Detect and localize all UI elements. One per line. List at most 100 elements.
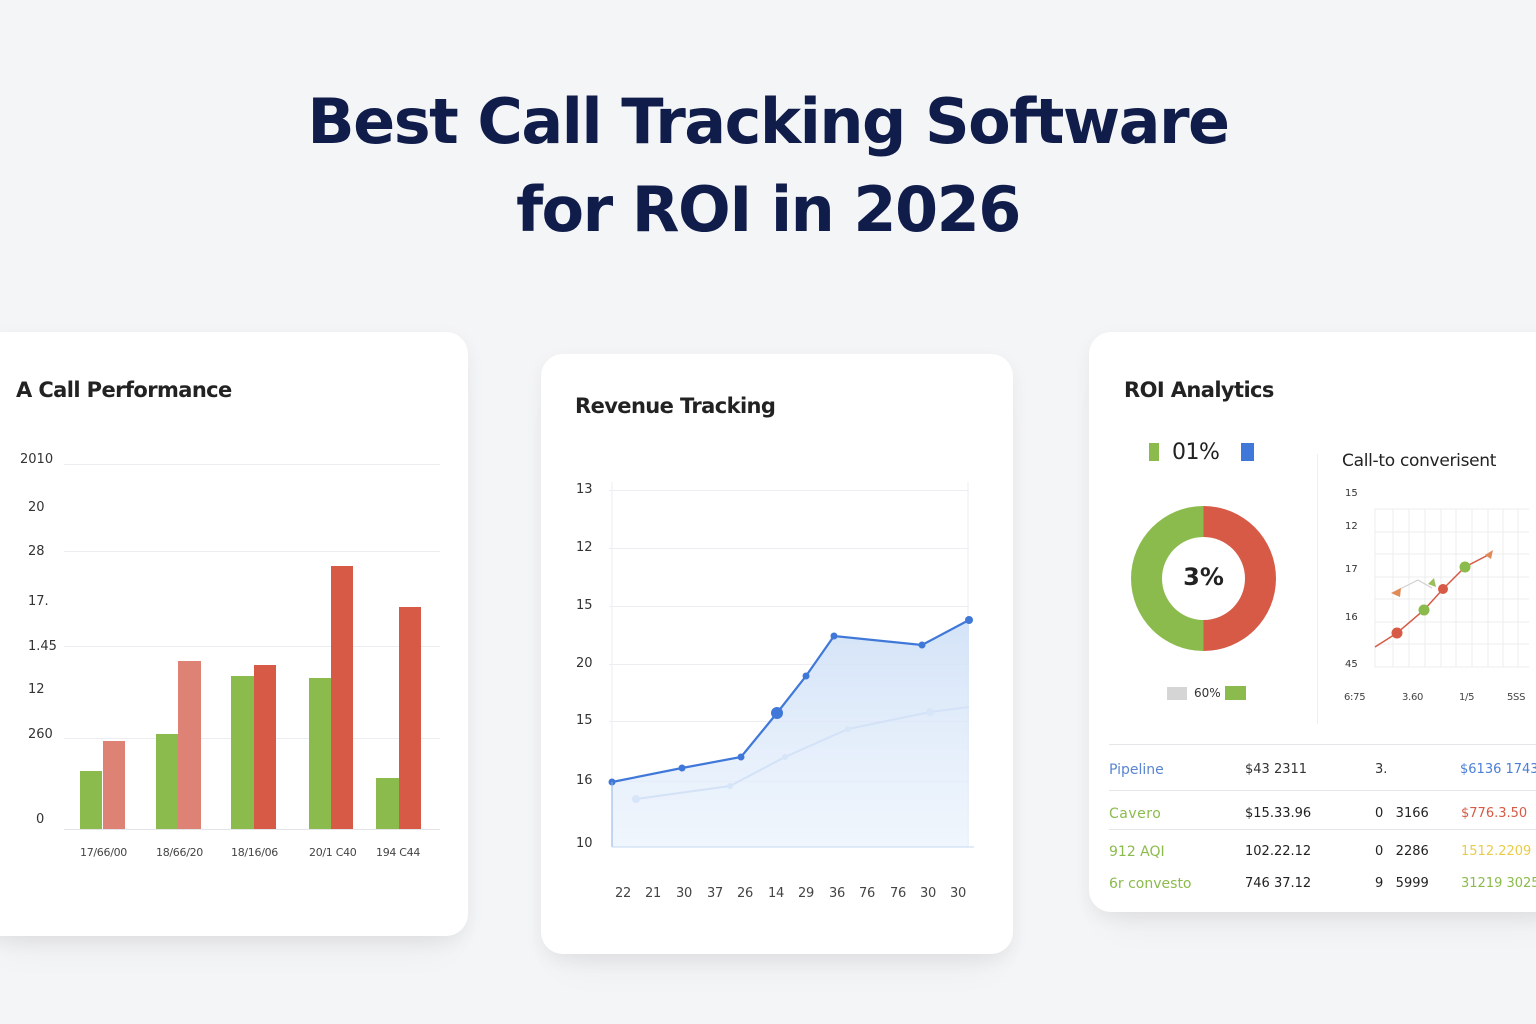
table-divider — [1109, 744, 1536, 745]
headline-line-1: Best Call Tracking Software — [307, 85, 1230, 158]
x-tick: 194 C44 — [376, 846, 421, 859]
x-tick: 29 — [798, 886, 814, 901]
x-axis — [64, 829, 440, 830]
y-tick: 17. — [28, 594, 49, 609]
table-row: Pipeline $43 2311 3. $6136 1743 — [1109, 750, 1536, 788]
call-performance-card: A Call Performance 2010 20 28 17. 1.45 1… — [0, 332, 468, 936]
donut-center-label: 3% — [1183, 563, 1224, 591]
gridline — [609, 606, 969, 607]
legend-swatch-green — [1149, 443, 1159, 461]
y-tick: 10 — [576, 836, 593, 851]
x-tick: 21 — [645, 886, 661, 901]
bar-red — [178, 661, 201, 829]
y-tick: 1.45 — [28, 639, 57, 654]
y-tick: 12 — [1345, 521, 1358, 532]
table-row: Cavero $15.33.96 0 3166 $776.3.50 — [1109, 794, 1536, 832]
row-col1: 746 37.12 — [1245, 876, 1312, 891]
x-tick: 76 — [859, 886, 875, 901]
legend-swatch-gray — [1167, 687, 1187, 700]
y-tick: 12 — [28, 682, 45, 697]
headline-line-2: for ROI in 2026 — [516, 173, 1021, 246]
row-col3: 31219 3025 — [1461, 876, 1536, 891]
y-tick: 16 — [1345, 612, 1358, 623]
legend-value: 01% — [1172, 440, 1220, 465]
gridline — [609, 548, 969, 549]
x-tick: 3.60 — [1402, 692, 1424, 703]
row-col3: $6136 1743 — [1460, 762, 1536, 777]
bar-green — [156, 734, 178, 829]
row-col1: $15.33.96 — [1245, 806, 1312, 821]
x-tick: 5SS — [1507, 692, 1526, 703]
y-tick: 45 — [1345, 659, 1358, 670]
x-tick: 37 — [707, 886, 723, 901]
legend-value: 60% — [1194, 686, 1221, 700]
bar-red — [103, 741, 125, 829]
table-row: 912 AQI 102.22.12 0 2286 1512.2209 — [1109, 832, 1536, 870]
x-tick: 20/1 C40 — [309, 846, 357, 859]
x-tick: 22 — [615, 886, 631, 901]
row-label: Pipeline — [1109, 762, 1164, 778]
bar-green — [80, 771, 102, 829]
card-title: A Call Performance — [16, 378, 232, 402]
row-col3: $776.3.50 — [1461, 806, 1528, 821]
row-col2: 0 3166 — [1375, 806, 1429, 821]
x-tick: 26 — [737, 886, 753, 901]
bar-red — [331, 566, 353, 829]
y-tick: 15 — [576, 713, 593, 728]
gridline — [64, 646, 440, 647]
y-tick: 260 — [28, 727, 53, 742]
y-tick: 15 — [576, 598, 593, 613]
donut-chart: 3% — [1131, 506, 1276, 651]
row-col1: $43 2311 — [1245, 762, 1308, 777]
y-tick: 17 — [1345, 564, 1358, 575]
y-tick: 12 — [576, 540, 593, 555]
bar-green — [309, 678, 331, 829]
mini-chart-title: Call-to converisent — [1342, 451, 1497, 471]
y-tick: 16 — [576, 773, 593, 788]
x-tick: 6:75 — [1344, 692, 1366, 703]
row-label: 6r convesto — [1109, 876, 1192, 892]
x-tick: 30 — [920, 886, 936, 901]
row-label: 912 AQI — [1109, 844, 1165, 860]
bar-red — [399, 607, 421, 829]
divider — [1317, 454, 1318, 724]
y-tick: 15 — [1345, 488, 1358, 499]
bar-red — [254, 665, 276, 829]
y-tick: 20 — [576, 656, 593, 671]
card-title: ROI Analytics — [1124, 378, 1274, 402]
table-row: 6r convesto 746 37.12 9 5999 31219 3025 — [1109, 864, 1536, 902]
row-col1: 102.22.12 — [1245, 844, 1312, 859]
x-tick: 76 — [890, 886, 906, 901]
revenue-tracking-card: Revenue Tracking 13 12 15 20 15 16 10 — [541, 354, 1013, 954]
roi-analytics-card: ROI Analytics 01% 3% 60% Call-to converi… — [1089, 332, 1536, 912]
y-tick: 0 — [36, 812, 45, 827]
row-label: Cavero — [1109, 806, 1162, 822]
row-col2: 3. — [1375, 762, 1388, 777]
gridline — [64, 551, 440, 552]
table-divider — [1109, 829, 1536, 830]
y-tick: 2010 — [20, 452, 54, 467]
revenue-area-chart — [608, 482, 974, 848]
gridline — [609, 490, 969, 491]
row-col2: 9 5999 — [1375, 876, 1429, 891]
x-tick: 36 — [829, 886, 845, 901]
x-tick: 1/5 — [1459, 692, 1475, 703]
gridline — [609, 664, 969, 665]
page-headline: Best Call Tracking Software for ROI in 2… — [0, 78, 1536, 254]
x-tick: 30 — [676, 886, 692, 901]
gridline — [64, 464, 440, 465]
table-divider — [1109, 790, 1536, 791]
legend-swatch-blue — [1241, 443, 1254, 461]
x-tick: 14 — [768, 886, 784, 901]
y-tick: 13 — [576, 482, 593, 497]
x-tick: 18/66/20 — [156, 846, 204, 859]
bar-green — [376, 778, 399, 829]
y-tick: 20 — [28, 500, 45, 515]
bar-green — [231, 676, 254, 829]
x-tick: 30 — [950, 886, 966, 901]
x-tick: 17/66/00 — [80, 846, 128, 859]
y-tick: 28 — [28, 544, 45, 559]
x-tick: 18/16/06 — [231, 846, 279, 859]
conversion-scatter-chart — [1374, 508, 1529, 668]
card-title: Revenue Tracking — [575, 394, 776, 418]
